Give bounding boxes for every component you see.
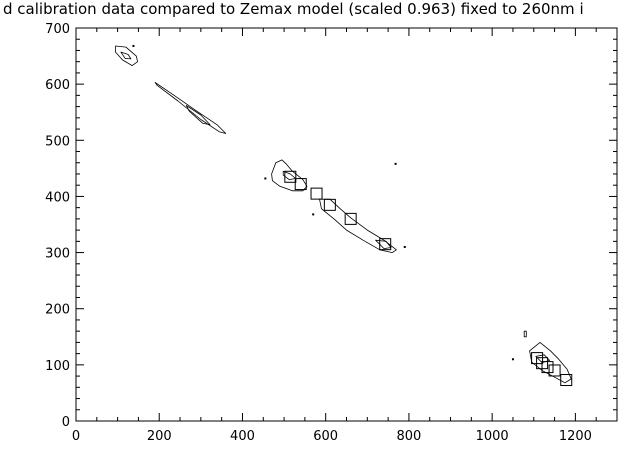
x-tick-label: 800 — [397, 429, 422, 444]
data-contour — [375, 239, 392, 250]
x-tick-label: 1000 — [476, 429, 509, 444]
data-contour — [154, 82, 227, 134]
data-contour — [185, 105, 211, 125]
y-tick-label: 200 — [45, 303, 70, 318]
model-point — [284, 170, 297, 183]
data-speck — [264, 177, 267, 180]
model-point — [310, 187, 323, 200]
y-tick-label: 0 — [62, 415, 70, 430]
x-tick-label: 200 — [147, 429, 172, 444]
x-tick-label: 1200 — [559, 429, 592, 444]
data-contour — [115, 45, 139, 66]
model-point — [379, 238, 392, 251]
data-contour — [271, 159, 308, 192]
x-tick-label: 400 — [230, 429, 255, 444]
x-axis: 0 200 400 600 800 1000 1200 — [72, 28, 597, 444]
x-tick-label: 0 — [72, 429, 80, 444]
y-tick-label: 400 — [45, 190, 70, 205]
model-point — [548, 364, 561, 377]
data-speck — [394, 162, 397, 165]
data-contour — [535, 354, 550, 364]
model-point — [560, 374, 573, 387]
data-speck — [132, 44, 135, 47]
speck-group — [132, 44, 514, 361]
data-speck — [312, 213, 315, 216]
x-tick-label: 600 — [313, 429, 338, 444]
data-contour — [282, 170, 297, 181]
y-tick-label: 700 — [45, 22, 70, 37]
y-tick-label: 600 — [45, 78, 70, 93]
contour-group — [115, 45, 572, 384]
y-tick-label: 100 — [45, 359, 70, 374]
data-speck — [403, 245, 406, 248]
y-tick-label: 500 — [45, 134, 70, 149]
model-point — [294, 178, 307, 191]
data-contour — [319, 198, 397, 254]
model-point — [344, 212, 357, 225]
data-contour — [523, 330, 527, 338]
y-axis: 0 100 200 300 400 500 600 700 — [45, 22, 617, 430]
chart-title: d calibration data compared to Zemax mod… — [3, 0, 584, 18]
data-contour — [120, 51, 132, 60]
data-contour — [529, 341, 572, 384]
model-point-group — [284, 170, 573, 387]
model-point — [323, 198, 336, 211]
model-point — [541, 361, 554, 374]
y-tick-label: 300 — [45, 247, 70, 262]
data-speck — [511, 358, 514, 361]
